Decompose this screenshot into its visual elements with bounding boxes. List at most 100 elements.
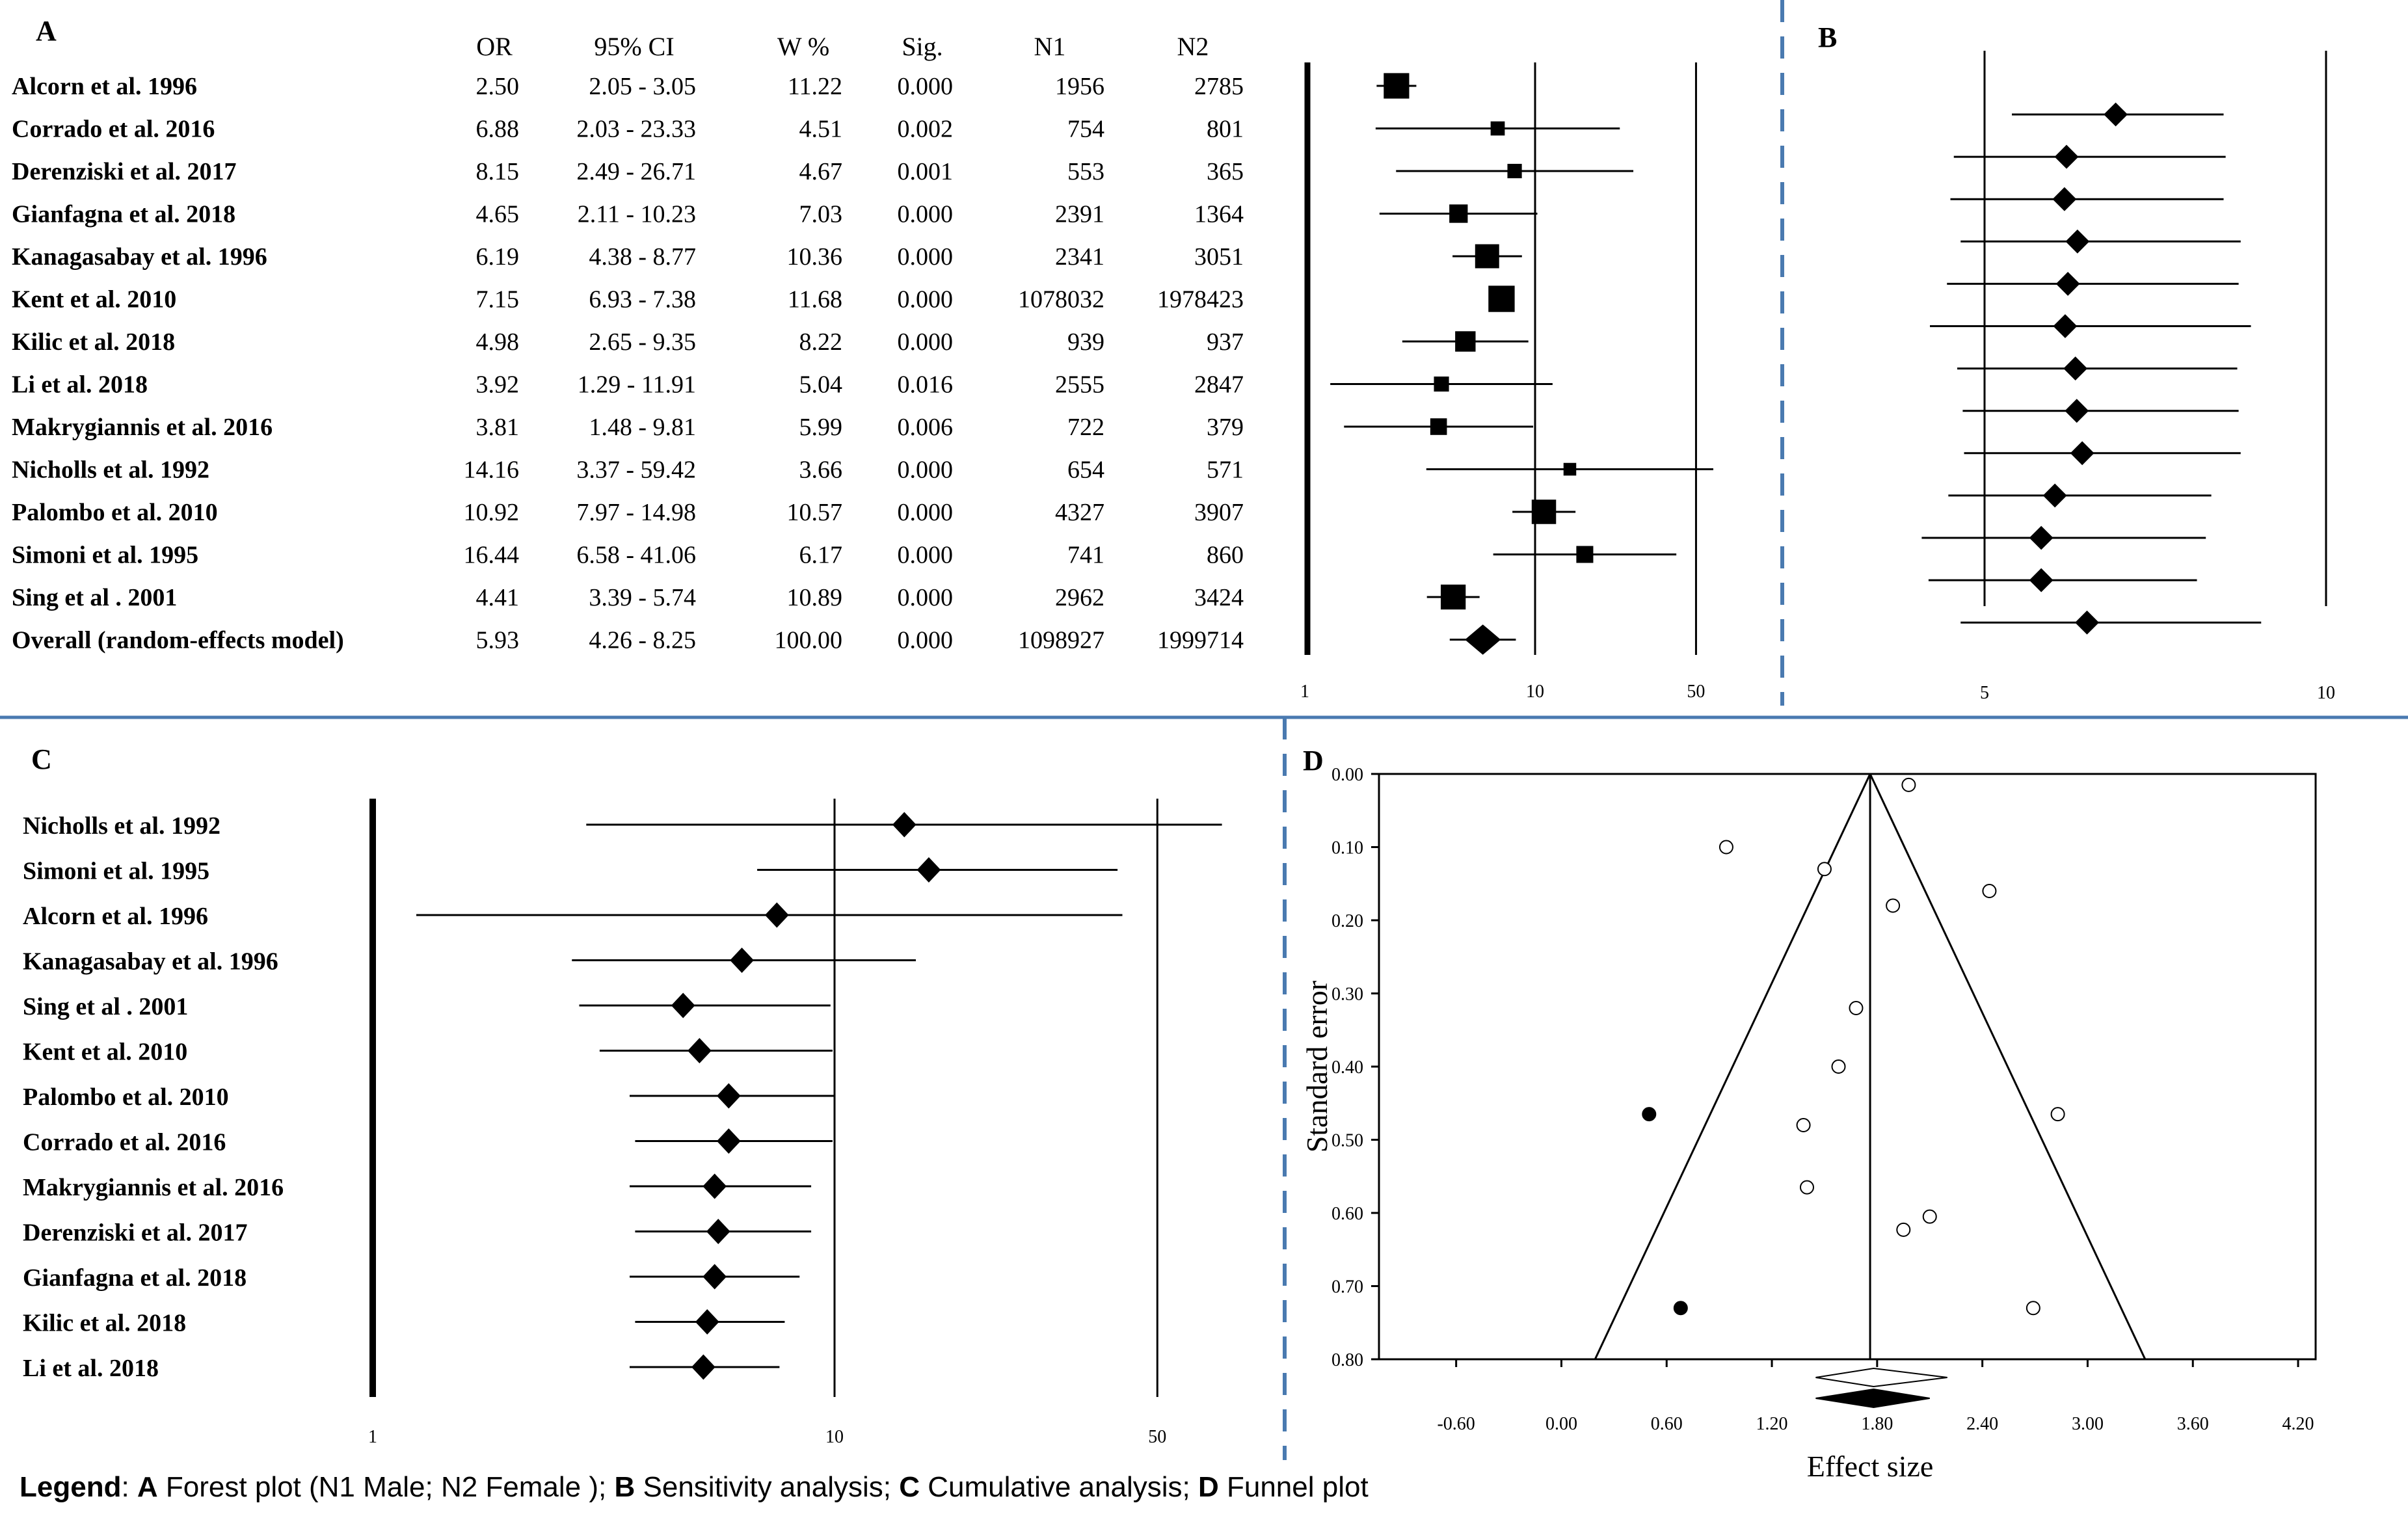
x-tick-label: 50 xyxy=(1148,1427,1166,1447)
sensitivity-diamond xyxy=(2055,271,2080,296)
cumulative-study-label: Derenziski et al. 2017 xyxy=(23,1219,247,1247)
cell-value: 2555 xyxy=(1055,371,1104,399)
study-label: Sing et al . 2001 xyxy=(12,584,177,611)
x-tick-label: 4.20 xyxy=(2282,1414,2314,1434)
sensitivity-diamond xyxy=(2053,314,2078,338)
cell-value: 14.16 xyxy=(464,457,520,484)
cell-value: 654 xyxy=(1067,457,1104,484)
cell-value: 10.57 xyxy=(787,499,843,526)
observed-study-point xyxy=(1901,777,1916,792)
cell-value: 571 xyxy=(1207,457,1244,484)
cell-value: 0.000 xyxy=(898,457,954,484)
legend-b-key: B xyxy=(614,1471,635,1503)
x-tick-label: 5 xyxy=(1980,683,1989,703)
observed-study-point xyxy=(1982,884,1997,898)
observed-study-point xyxy=(1896,1222,1911,1237)
x-tick-label: 0.60 xyxy=(1651,1414,1683,1434)
sensitivity-diamond xyxy=(2065,399,2089,423)
cell-value: 4.65 xyxy=(476,201,520,228)
cell-value: 6.17 xyxy=(799,542,843,569)
cell-value: 6.19 xyxy=(476,243,520,271)
cell-value: 3907 xyxy=(1194,499,1244,526)
cell-value: 4327 xyxy=(1055,499,1104,526)
cell-value: 10.36 xyxy=(787,243,843,271)
cumulative-study-label: Palombo et al. 2010 xyxy=(23,1084,229,1111)
cumulative-diamond xyxy=(706,1219,730,1244)
weight-square xyxy=(1490,121,1505,136)
study-label: Alcorn et al. 1996 xyxy=(12,73,197,100)
cell-value: 5.99 xyxy=(799,414,843,441)
x-tick-label: 10 xyxy=(1526,682,1544,702)
cell-value: 1078032 xyxy=(1018,286,1104,313)
cell-value: 3051 xyxy=(1194,243,1244,271)
weight-square xyxy=(1563,462,1577,476)
study-label: Kent et al. 2010 xyxy=(12,286,176,313)
funnel-left-boundary xyxy=(1594,773,1871,1360)
x-tick-label: 3.00 xyxy=(2072,1414,2104,1434)
cell-value: 4.51 xyxy=(799,116,843,143)
y-tick-label: 0.80 xyxy=(1331,1350,1363,1370)
weight-square xyxy=(1488,286,1515,312)
cell-value: 7.15 xyxy=(476,286,520,313)
y-tick-label: 0.30 xyxy=(1331,985,1363,1005)
panel-label-a: A xyxy=(36,15,57,47)
study-label: Palombo et al. 2010 xyxy=(12,499,218,526)
cumulative-diamond xyxy=(702,1264,727,1290)
cell-value: 2.50 xyxy=(476,73,520,100)
x-tick-label: -0.60 xyxy=(1437,1414,1475,1434)
observed-study-point xyxy=(1886,898,1901,913)
legend-b-text: Sensitivity analysis; xyxy=(643,1471,891,1503)
cell-value: 6.58 - 41.06 xyxy=(576,542,696,569)
y-axis-label: Standard error xyxy=(1300,981,1333,1152)
observed-study-point xyxy=(2050,1107,2065,1122)
cumulative-diamond xyxy=(691,1354,716,1380)
panel-label-b: B xyxy=(1818,21,1837,53)
cell-value: 1.29 - 11.91 xyxy=(578,371,696,399)
x-axis-label: Effect size xyxy=(1807,1450,1934,1483)
cell-value: 1.48 - 9.81 xyxy=(589,414,696,441)
study-label: Corrado et al. 2016 xyxy=(12,116,215,143)
weight-square xyxy=(1384,73,1410,99)
cell-value: 8.15 xyxy=(476,158,520,185)
x-tick-label: 10 xyxy=(2317,683,2335,703)
sensitivity-diamond xyxy=(2063,356,2088,381)
legend-d-key: D xyxy=(1197,1471,1219,1503)
cell-value: 2785 xyxy=(1194,73,1244,100)
overall-diamond xyxy=(1465,624,1501,655)
sensitivity-diamond xyxy=(2065,229,2090,254)
cell-value: 1999714 xyxy=(1157,627,1244,654)
cell-value: 0.000 xyxy=(898,499,954,526)
cumulative-diamond xyxy=(716,1083,741,1109)
cell-value: 100.00 xyxy=(775,627,843,654)
sensitivity-diamond xyxy=(2029,568,2053,592)
cell-value: 754 xyxy=(1067,116,1104,143)
x-tick-label: 3.60 xyxy=(2177,1414,2209,1434)
weight-square xyxy=(1507,163,1522,179)
cell-value: 8.22 xyxy=(799,328,843,356)
cell-value: 0.006 xyxy=(898,414,954,441)
column-header-3: W % xyxy=(777,32,829,61)
cell-value: 6.93 - 7.38 xyxy=(589,286,696,313)
cumulative-diamond xyxy=(716,1128,741,1154)
cumulative-study-label: Simoni et al. 1995 xyxy=(23,858,209,885)
study-label: Derenziski et al. 2017 xyxy=(12,158,236,185)
cumulative-study-label: Kilic et al. 2018 xyxy=(23,1310,186,1337)
cell-value: 801 xyxy=(1207,116,1244,143)
y-tick-label: 0.00 xyxy=(1331,765,1363,785)
study-label: Nicholls et al. 1992 xyxy=(12,457,209,484)
cell-value: 1978423 xyxy=(1157,286,1244,313)
cell-value: 6.88 xyxy=(476,116,520,143)
y-tick-label: 0.50 xyxy=(1331,1131,1363,1151)
cumulative-diamond xyxy=(687,1038,712,1063)
observed-study-point xyxy=(1849,1001,1864,1015)
cell-value: 3.66 xyxy=(799,457,843,484)
sensitivity-diamond xyxy=(2070,441,2094,466)
cell-value: 2.11 - 10.23 xyxy=(578,201,696,228)
sensitivity-diamond xyxy=(2075,610,2099,635)
pooled-observed-diamond xyxy=(1815,1367,1947,1388)
cumulative-diamond xyxy=(695,1309,719,1335)
x-tick-label: 1.20 xyxy=(1756,1414,1788,1434)
column-header-6: N2 xyxy=(1177,32,1209,61)
